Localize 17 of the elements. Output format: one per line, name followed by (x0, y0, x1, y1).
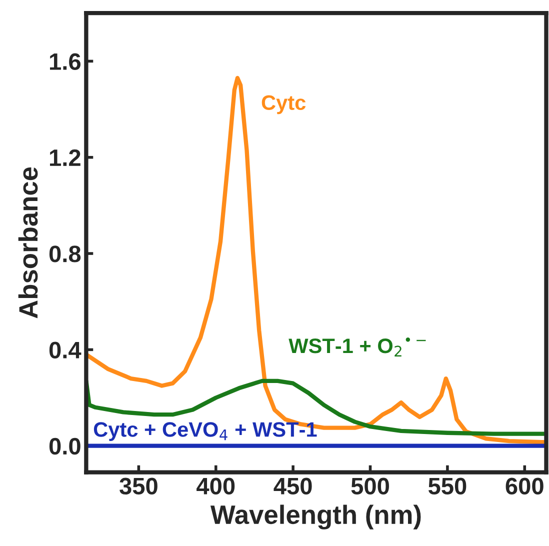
y-axis-title: Absorbance (18, 167, 38, 318)
y-tick-label: 0.8 (49, 246, 81, 262)
y-tick-label: 0.4 (49, 342, 82, 358)
x-tick-label: 600 (506, 478, 544, 494)
series-label: Cytc (262, 95, 306, 114)
y-tick-label: 0.0 (49, 438, 80, 455)
y-tick-label: 1.2 (50, 149, 80, 166)
x-tick-label: 350 (120, 478, 158, 495)
series-label: Cytc + CeVO$_{4}$ + WST-1 (94, 422, 317, 441)
y-tick-label: 1.6 (50, 53, 80, 70)
series-label: WST-1 + O$_{2}$$^{•−}$ (288, 338, 426, 356)
x-axis-title: Wavelength (nm) (210, 504, 421, 530)
line-series (86, 76, 546, 444)
x-tick-label: 550 (428, 478, 466, 494)
x-tick-label: 400 (196, 478, 235, 494)
x-tick-label: 450 (274, 478, 312, 494)
x-tick-label: 500 (351, 478, 389, 494)
